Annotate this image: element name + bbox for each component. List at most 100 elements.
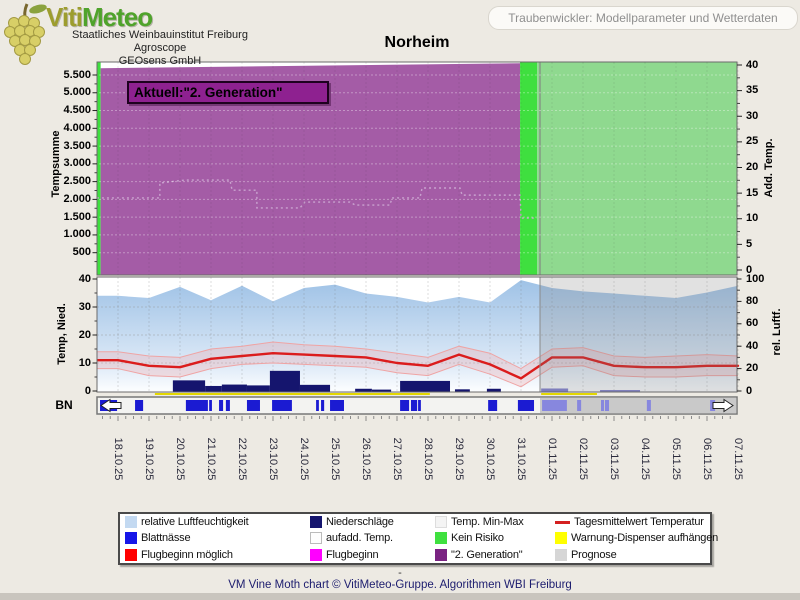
precip-bar [541,388,569,392]
risk-zone [537,62,738,275]
bn-forecast-background [540,397,737,414]
leaf-wetness-segment [246,400,260,411]
legend-swatch [555,520,570,524]
precip-bar [600,390,641,392]
top-chart-border [96,61,738,276]
brand-meteo: Meteo [81,2,153,32]
legend-swatch [310,548,322,561]
leaf-wetness-segment [605,400,610,411]
precip-bar [355,388,372,392]
top-chart-gridlines [99,62,739,275]
legend-label: Flugbeginn [326,548,379,561]
rel-luftf-tick-label: 100 [746,272,765,285]
precip-bar [486,388,501,392]
add-temp-tick-label: 10 [746,212,759,225]
precip-bar [221,384,247,392]
tempsumme-tick-label: 4.000 [63,121,91,134]
precip-bar [371,389,392,392]
legend-label: Blattnässe [141,532,191,545]
y-axis-ticks [92,64,742,392]
leaf-wetness-segment [400,400,410,411]
weather-series [96,276,740,395]
aufadd-temp-step-line [96,179,538,219]
tempsumme-tick-label: 3.500 [63,139,91,152]
footer-credit: VM Vine Moth chart © VitiMeteo-Gruppe. A… [228,579,572,591]
add-temp-tick-label: 15 [746,186,759,199]
risk-zone [100,63,521,275]
legend-item: relative Luftfeuchtigkeit [125,516,310,529]
temp-max-line [97,341,739,370]
tempsumme-tick-label: 2.500 [63,175,91,188]
tempsumme-tick-label: 1.500 [63,210,91,223]
precip-bar [299,384,331,392]
legend-swatch [435,548,447,561]
bottom-chart-gridlines [97,277,739,392]
legend-item: Temp. Min-Max [435,516,555,529]
brand-viti: Viti [46,2,83,32]
leaf-wetness-segment [209,400,212,411]
legend-item: Prognose [555,548,718,561]
leaf-wetness-segment [646,400,651,411]
rel-luftf-tick-label: 20 [746,362,759,375]
precip-bar [269,370,300,392]
temp-nied-tick-label: 30 [78,300,91,313]
tempsumme-tick-label: 5.500 [63,68,91,81]
tempsumme-tick-label: 1.000 [63,228,91,241]
precip-bar [400,380,451,392]
rel-luftf-tick-label: 0 [746,384,753,397]
brand-subtitle-1: Staatliches Weinbauinstitut Freiburg [72,29,248,41]
legend-item: Warnung-Dispenser aufhängen [555,532,718,545]
tempsumme-tick-label: 3.000 [63,157,91,170]
leaf-wetness-segment [517,400,535,411]
add-temp-tick-label: 20 [746,161,759,173]
tempsumme-tick-label: 4.500 [63,104,91,117]
tempsumme-tick-label: 500 [72,246,91,259]
leaf-wetness-strip [96,396,738,415]
precip-bar [205,385,222,392]
leaf-wetness-segment [321,400,325,411]
rel-luftf-tick-label: 80 [746,294,759,307]
legend-swatch [435,516,447,529]
legend-grid: relative Luftfeuchtigkeit Niederschläge Te… [120,514,718,563]
add-temp-tick-label: 40 [746,58,759,71]
risk-zone [96,62,101,275]
brand-subtitle-3: GEOsens GmbH [118,55,202,67]
rel-luftf-tick-label: 40 [746,339,759,352]
model-parameters-button[interactable]: Traubenwickler: Modellparameter und Wett… [488,6,798,30]
legend-item: Tagesmittelwert Temperatur [555,516,718,528]
legend-swatch [435,532,447,545]
leaf-wetness-segment [185,400,208,411]
leaf-wetness-segment [219,400,224,411]
scroll-right-arrow-icon[interactable] [712,398,734,413]
legend-item: Flugbeginn [310,548,435,561]
legend-label: Tagesmittelwert Temperatur [574,516,704,529]
current-generation-annotation: Aktuell:"2. Generation" [127,81,329,104]
scroll-left-arrow-icon[interactable] [100,398,122,413]
legend-swatch [310,516,322,529]
footer-dash: - [398,567,402,579]
leaf-wetness-segment [330,400,344,411]
legend-swatch [310,532,322,545]
legend-label: relative Luftfeuchtigkeit [141,516,249,529]
leaf-wetness-segment [418,400,421,411]
x-axis-ticks [102,416,731,421]
legend-label: "2. Generation" [451,548,523,561]
tempsumme-tick-label: 5.000 [63,86,91,99]
leaf-wetness-segment [135,400,144,411]
bottom-window-strip [0,593,800,600]
precip-bar [246,385,270,392]
leaf-wetness-segment [316,400,319,411]
legend-label: Temp. Min-Max [451,516,524,529]
legend-item: aufadd. Temp. [310,532,435,545]
legend-label: Prognose [571,548,617,561]
risk-zone [520,62,538,275]
add-temp-tick-label: 35 [746,84,759,97]
grapes-logo-icon [4,3,47,65]
brand-logo: VitiMeteo [46,2,153,33]
forecast-overlay [540,277,737,392]
leaf-wetness-segment [272,400,292,411]
add-temp-tick-label: 5 [746,237,753,250]
temp-mean-line [97,352,740,380]
leaf-wetness-segment [225,400,230,411]
